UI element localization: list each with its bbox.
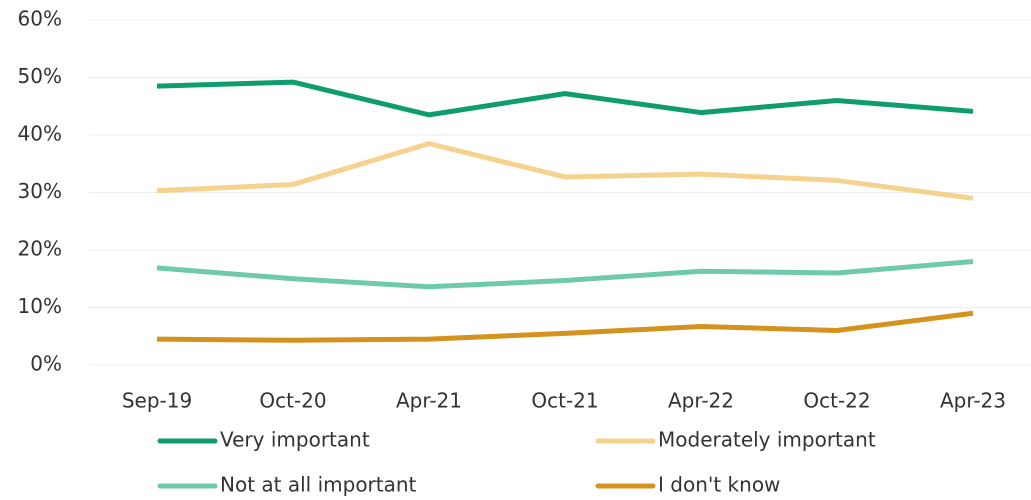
y-tick-label: 60% xyxy=(18,7,62,31)
x-tick-label: Apr-23 xyxy=(940,389,1006,413)
legend-label: Very important xyxy=(220,428,370,452)
series-line xyxy=(156,141,974,201)
x-tick-label: Sep-19 xyxy=(122,389,192,413)
y-tick-label: 0% xyxy=(30,352,62,376)
y-tick-label: 30% xyxy=(18,179,62,203)
series-line xyxy=(156,259,974,290)
y-tick-label: 50% xyxy=(18,64,62,88)
legend-label: Not at all important xyxy=(220,473,417,497)
legend-label: Moderately important xyxy=(658,428,876,452)
legend-label: I don't know xyxy=(658,473,780,497)
series-line xyxy=(156,79,974,118)
series-line xyxy=(156,310,974,343)
y-tick-label: 20% xyxy=(18,237,62,261)
x-tick-label: Oct-21 xyxy=(531,389,598,413)
x-tick-label: Oct-22 xyxy=(803,389,870,413)
x-tick-label: Oct-20 xyxy=(259,389,326,413)
y-tick-label: 40% xyxy=(18,122,62,146)
x-tick-label: Apr-22 xyxy=(668,389,734,413)
y-tick-label: 10% xyxy=(18,294,62,318)
x-tick-label: Apr-21 xyxy=(396,389,462,413)
